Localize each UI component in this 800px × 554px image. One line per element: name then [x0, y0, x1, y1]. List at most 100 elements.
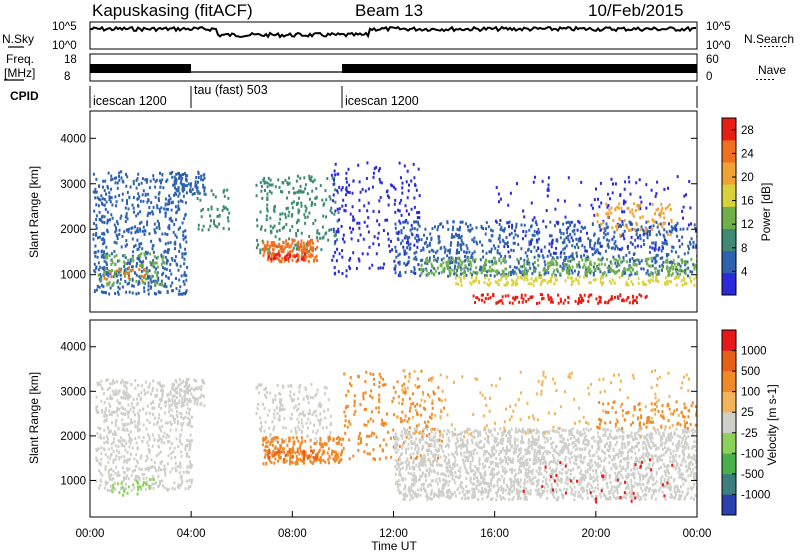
- power-echo-5: [255, 174, 340, 255]
- nsky-tick-top: 10^5: [52, 21, 77, 33]
- nsky-panel: N.Sky 10^5 10^0 10^5 10^0 N.Search: [2, 21, 794, 52]
- power-cbar-label: Power [dB]: [759, 183, 773, 242]
- vel-cbar-swatch-3: [722, 432, 736, 454]
- power-y-tick-label-0: 1000: [60, 270, 86, 282]
- power-cbar-tick-label-5: 24: [741, 148, 754, 160]
- nsky-tick-bottom: 10^0: [52, 40, 77, 52]
- freq-panel: Freq. [MHz] 18 8 60 0 Nave: [4, 52, 786, 83]
- freq-tick-top: 18: [64, 54, 77, 66]
- power-echo-1: [97, 252, 166, 287]
- vel-cbar-frame: [721, 329, 737, 516]
- vel-cbar-tick-label-5: -100: [741, 448, 764, 460]
- power-echo-12: [472, 292, 648, 305]
- power-echo-6: [262, 238, 319, 264]
- power-cbar-tick-label-0: 4: [741, 266, 748, 278]
- velocity-echo-5: [267, 449, 319, 462]
- power-data: [92, 161, 697, 305]
- cpid-panel: CPID icescan 1200 tau (fast) 503 icescan…: [10, 83, 698, 108]
- power-echo-10: [420, 256, 697, 278]
- vel-cbar-swatch-1: [722, 473, 736, 495]
- velocity-echo-4: [262, 435, 345, 466]
- freq-block-1: [90, 64, 191, 73]
- power-y-tick-label-2: 3000: [60, 179, 86, 191]
- x-tick-label-3: 12:00: [379, 528, 408, 540]
- x-tick-label-0: 00:00: [76, 528, 105, 540]
- cpid-segment-3: icescan 1200: [345, 94, 419, 108]
- date-title: 10/Feb/2015: [588, 1, 683, 20]
- power-echo-7: [267, 252, 306, 262]
- power-echo-0: [92, 170, 188, 296]
- velocity-ylabel: Slant Range [km]: [27, 372, 41, 464]
- power-cbar-swatch-3: [722, 206, 736, 229]
- velocity-cbar-label: Velocity [m s-1]: [765, 384, 779, 465]
- power-cbar-tick-label-4: 20: [741, 172, 754, 184]
- vel-cbar-swatch-8: [722, 330, 736, 351]
- vel-cbar-tick-label-6: -500: [741, 469, 764, 481]
- power-echo-2: [103, 266, 147, 282]
- power-echo-11: [454, 274, 697, 287]
- vel-y-tick-label-1: 2000: [60, 431, 86, 443]
- power-cbar-swatch-6: [722, 140, 736, 163]
- vel-cbar-tick-label-7: -1000: [741, 489, 770, 501]
- vel-cbar-swatch-4: [722, 412, 736, 434]
- power-y-tick-label-1: 2000: [60, 224, 86, 236]
- power-echo-4: [196, 188, 231, 232]
- x-axis: 00:00 04:00 08:00 12:00 16:00 20:00 00:00: [76, 511, 711, 540]
- power-cbar-tick-label-3: 16: [741, 196, 754, 208]
- power-cbar-swatch-1: [722, 250, 736, 274]
- power-echo-14: [596, 202, 673, 237]
- x-tick-label-1: 04:00: [177, 528, 206, 540]
- power-y-tick-label-3: 4000: [60, 133, 86, 145]
- cpid-segment-1: icescan 1200: [93, 94, 167, 108]
- nsky-trace: [89, 25, 696, 39]
- power-ylabel: Slant Range [km]: [27, 166, 41, 258]
- velocity-panel: 1000 2000 3000 4000 Slant Range [km] 1000 50…: [27, 319, 779, 518]
- power-panel: 1000 2000 3000 4000 Slant Range [km] 4 8 12 16…: [27, 110, 773, 313]
- freq-tick-bottom: 8: [64, 71, 70, 83]
- vel-y-tick-label-2: 3000: [60, 386, 86, 398]
- freq-label: Freq.: [6, 52, 34, 66]
- power-cbar-swatch-7: [722, 118, 736, 141]
- vel-cbar-tick-label-2: 100: [741, 387, 760, 399]
- power-yticks: 1000 2000 3000 4000: [60, 133, 697, 282]
- velocity-echo-0: [95, 378, 194, 492]
- vel-cbar-swatch-6: [722, 371, 736, 392]
- nsky-label: N.Sky: [2, 32, 34, 46]
- power-cbar-tick-label-2: 12: [741, 219, 754, 231]
- velocity-echo-2: [171, 377, 206, 408]
- power-cbar-swatch-4: [722, 184, 736, 207]
- cpid-segment-2: tau (fast) 503: [194, 83, 268, 97]
- cpid-label: CPID: [10, 89, 39, 103]
- x-tick-label-4: 16:00: [480, 528, 509, 540]
- power-cbar-swatch-0: [722, 272, 736, 296]
- power-cbar-frame: [721, 117, 737, 296]
- power-cbar-swatch-5: [722, 162, 736, 185]
- power-cbar-tick-label-1: 8: [741, 243, 747, 255]
- velocity-echo-3: [255, 382, 333, 444]
- power-echo-8: [330, 161, 421, 278]
- vel-y-tick-label-3: 4000: [60, 342, 86, 354]
- freq-block-2: [342, 64, 697, 73]
- vel-cbar-swatch-2: [722, 453, 736, 475]
- beam-title: Beam 13: [355, 1, 423, 20]
- vel-cbar-swatch-7: [722, 350, 736, 372]
- vel-cbar-tick-label-0: 1000: [741, 346, 767, 358]
- nave-label: Nave: [758, 63, 786, 77]
- velocity-echo-7: [394, 427, 697, 502]
- power-cbar-swatch-2: [722, 228, 736, 252]
- nsearch-label: N.Search: [744, 32, 794, 46]
- x-tick-label-2: 08:00: [278, 528, 307, 540]
- nave-tick-top: 60: [706, 54, 719, 66]
- freq-unit: [MHz]: [4, 66, 35, 80]
- velocity-echo-8: [395, 369, 697, 439]
- power-echo-3: [173, 170, 206, 196]
- velocity-yticks: 1000 2000 3000 4000: [60, 342, 697, 487]
- vel-cbar-swatch-0: [722, 494, 736, 516]
- vel-cbar-tick-label-3: 25: [741, 407, 754, 419]
- power-colorbar: 4 8 12 16 20 24 28: [721, 117, 754, 296]
- power-cbar-tick-label-6: 28: [741, 125, 754, 137]
- vel-y-tick-label-0: 1000: [60, 475, 86, 487]
- velocity-colorbar: 1000 500 100 25 -25 -100 -500 -1000: [721, 329, 770, 516]
- velocity-echo-1: [111, 478, 155, 497]
